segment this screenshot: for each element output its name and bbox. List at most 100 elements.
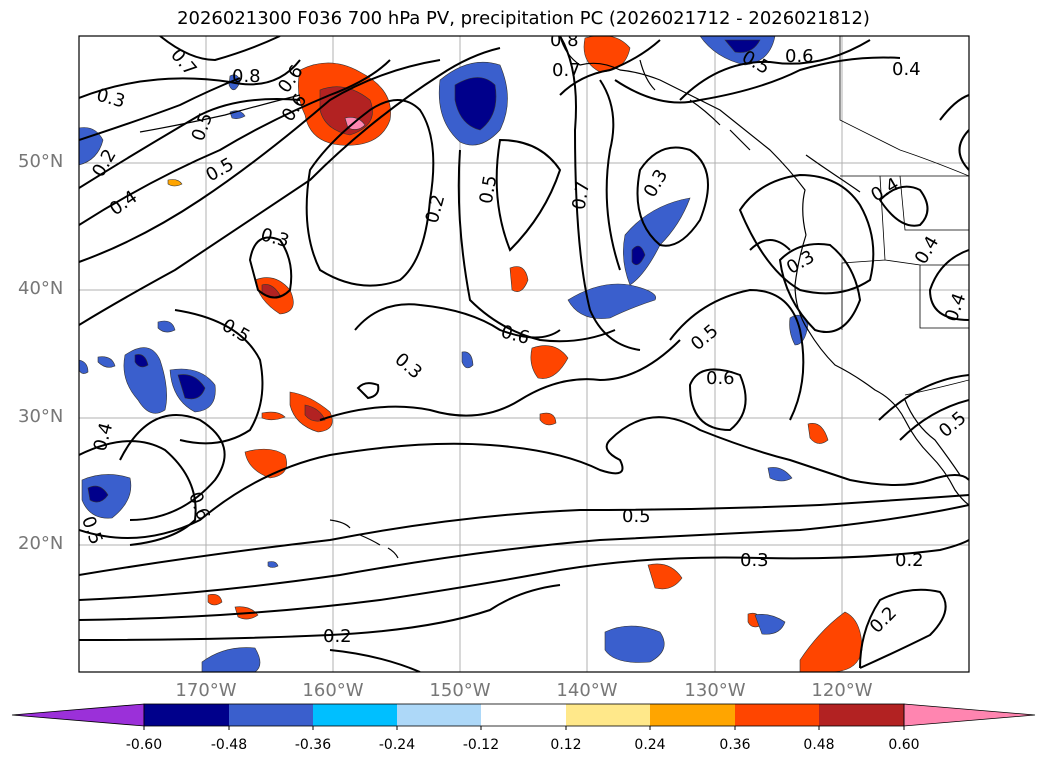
pv-contour-line (174, 309, 264, 445)
precip-positive-blob (799, 611, 863, 672)
pv-contour-line (688, 368, 747, 432)
pv-contour-line (939, 94, 969, 121)
contour-label: 0.2 (895, 550, 924, 571)
contour-label: 0.4 (892, 59, 921, 80)
colorbar-tick: -0.48 (210, 737, 248, 753)
colorbar-bin (819, 704, 904, 726)
pv-contour-line (79, 494, 969, 576)
precip-negative-blob (454, 77, 497, 131)
colorbar-bin (313, 704, 397, 726)
precip-negative-blob (267, 561, 279, 568)
pv-contour-line (495, 138, 562, 252)
lat-label-40n: 40°N (18, 278, 64, 299)
precip-negative-blob (631, 245, 646, 266)
colorbar-bin (735, 704, 819, 726)
pv-contour-line (79, 584, 561, 641)
precip-negative-blob (724, 39, 761, 53)
map-frame-bg (79, 36, 969, 672)
precip-positive-blob (261, 411, 286, 421)
pv-contour-line (859, 588, 947, 669)
colorbar-tick: 0.24 (634, 737, 666, 753)
border-us-mexico (904, 379, 969, 396)
precip-negative-blob (754, 614, 786, 635)
colorbar-bin (481, 704, 566, 726)
precip-positive-blob (304, 404, 326, 422)
precip-positive-blob (509, 266, 529, 292)
precip-negative-blob (767, 467, 793, 482)
contour-label: 0.3 (740, 550, 769, 571)
pv-contour-line (899, 399, 969, 441)
pv-contour-line (79, 416, 969, 539)
colorbar-tick: 0.60 (888, 737, 920, 753)
contour-label: 0.8 (550, 30, 579, 51)
lon-label-130w: 130°W (684, 680, 746, 701)
pv-contour-line (599, 79, 621, 271)
map-frame (78, 35, 970, 673)
pv-contour-line (928, 249, 969, 321)
pv-contour-line (79, 440, 197, 546)
contour-label: 0.8 (232, 66, 261, 87)
pv-contour-line (319, 339, 681, 421)
colorbar-tick: -0.60 (125, 737, 163, 753)
lon-label-160w: 160°W (302, 680, 364, 701)
pv-contour-line (79, 47, 501, 326)
colorbar-outline (143, 703, 905, 727)
borders (839, 36, 969, 396)
precip-positive-blob (530, 345, 569, 379)
contour-label: 0.7 (552, 60, 581, 81)
pv-contour-line (559, 39, 661, 96)
colorbar-extension-low (11, 703, 145, 727)
pv-contour-line (878, 185, 929, 227)
colorbar-tick: 0.48 (803, 737, 835, 753)
pv-contour-line (669, 288, 805, 421)
lon-label-170w: 170°W (175, 680, 237, 701)
pv-contour-line (119, 414, 226, 521)
precip-negative-blob (79, 127, 104, 166)
colorbar-bin (397, 704, 481, 726)
colorbar-bin (144, 704, 229, 726)
coastline-baja (904, 399, 961, 476)
pv-contour-line (749, 239, 791, 251)
precip-positive-blob (207, 594, 223, 606)
pv-contour-line (79, 98, 301, 189)
coastline-vancouver (805, 154, 861, 193)
contour-label: 0.6 (706, 368, 735, 389)
precip-positive-blob (167, 179, 183, 187)
lon-label-150w: 150°W (429, 680, 491, 701)
precip-shading (79, 36, 863, 672)
lat-label-50n: 50°N (18, 151, 64, 172)
pv-contour-line (79, 539, 969, 621)
pv-contour-line (79, 59, 441, 263)
coastline-north-america (794, 234, 969, 506)
precip-negative-blob (97, 356, 116, 368)
colorbar-tick: -0.12 (462, 737, 500, 753)
colorbar-tick: 0.36 (719, 737, 751, 753)
precip-negative-blob (157, 320, 176, 333)
colorbar-tick: -0.24 (378, 737, 416, 753)
colorbar (11, 703, 1036, 730)
colorbar-bin (566, 704, 650, 726)
pv-contour-line (329, 649, 421, 672)
colorbar-bin (229, 704, 313, 726)
contour-label: 0.5 (622, 506, 651, 527)
contour-label: 0.5 (476, 174, 502, 206)
colorbar-bin (650, 704, 735, 726)
coastline-hawaii (329, 519, 399, 559)
pv-contour-line (248, 236, 293, 299)
colorbar-tick: 0.12 (550, 737, 582, 753)
pv-contour-line (457, 149, 616, 343)
pv-contour-line (636, 146, 709, 247)
contour-label: 0.7 (569, 180, 595, 212)
precip-positive-blob (807, 423, 829, 444)
border-alaska-canada (839, 36, 969, 177)
contour-label: 0.2 (323, 626, 352, 647)
pv-contour-line (79, 59, 301, 99)
lon-label-140w: 140°W (556, 680, 618, 701)
precip-negative-blob (177, 374, 206, 400)
pv-contour-line (958, 129, 969, 171)
precip-positive-blob (244, 448, 287, 479)
pv-contour-line (878, 374, 969, 421)
precip-negative-blob (461, 351, 474, 369)
precip-negative-blob (87, 485, 109, 503)
